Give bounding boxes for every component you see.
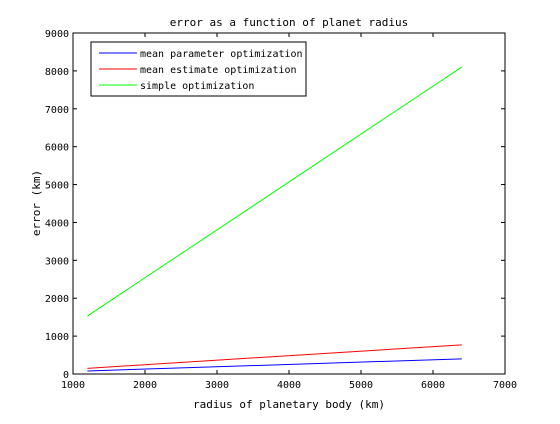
axis-ticks: 1000 2000 3000 4000 5000 6000 7000010002000300…	[45, 29, 517, 391]
x-axis-label: radius of planetary body (km)	[193, 398, 385, 411]
y-tick-label: 5000	[45, 181, 69, 192]
y-tick-label: 4000	[45, 218, 69, 229]
legend-label-2: simple optimization	[140, 81, 254, 92]
y-tick-label: 9000	[45, 29, 69, 40]
legend-label-0: mean parameter optimization	[140, 49, 303, 60]
y-tick-label: 1000	[45, 332, 69, 343]
legend-label-1: mean estimate optimization	[140, 65, 297, 76]
series-line-1	[87, 344, 462, 369]
legend: mean parameter optimization mean estimate…	[90, 41, 307, 97]
x-tick-label: 3000	[205, 380, 229, 391]
series-line-2	[87, 66, 463, 317]
x-tick-label: 2000	[133, 380, 157, 391]
x-tick-label: 6000	[421, 380, 445, 391]
x-tick-label: 7000	[493, 380, 517, 391]
x-tick-label: 4000	[277, 380, 301, 391]
y-tick-label: 3000	[45, 256, 69, 267]
y-axis-label: error (km)	[30, 170, 43, 236]
y-tick-label: 7000	[45, 105, 69, 116]
y-tick-label: 6000	[45, 143, 69, 154]
x-tick-label: 5000	[349, 380, 373, 391]
y-tick-label: 2000	[45, 294, 69, 305]
chart-title: error as a function of planet radius	[170, 16, 408, 29]
series-line-0	[87, 358, 462, 372]
y-tick-label: 8000	[45, 67, 69, 78]
series-lines	[87, 66, 463, 372]
x-tick-label: 1000	[61, 380, 85, 391]
y-tick-label: 0	[63, 370, 69, 381]
